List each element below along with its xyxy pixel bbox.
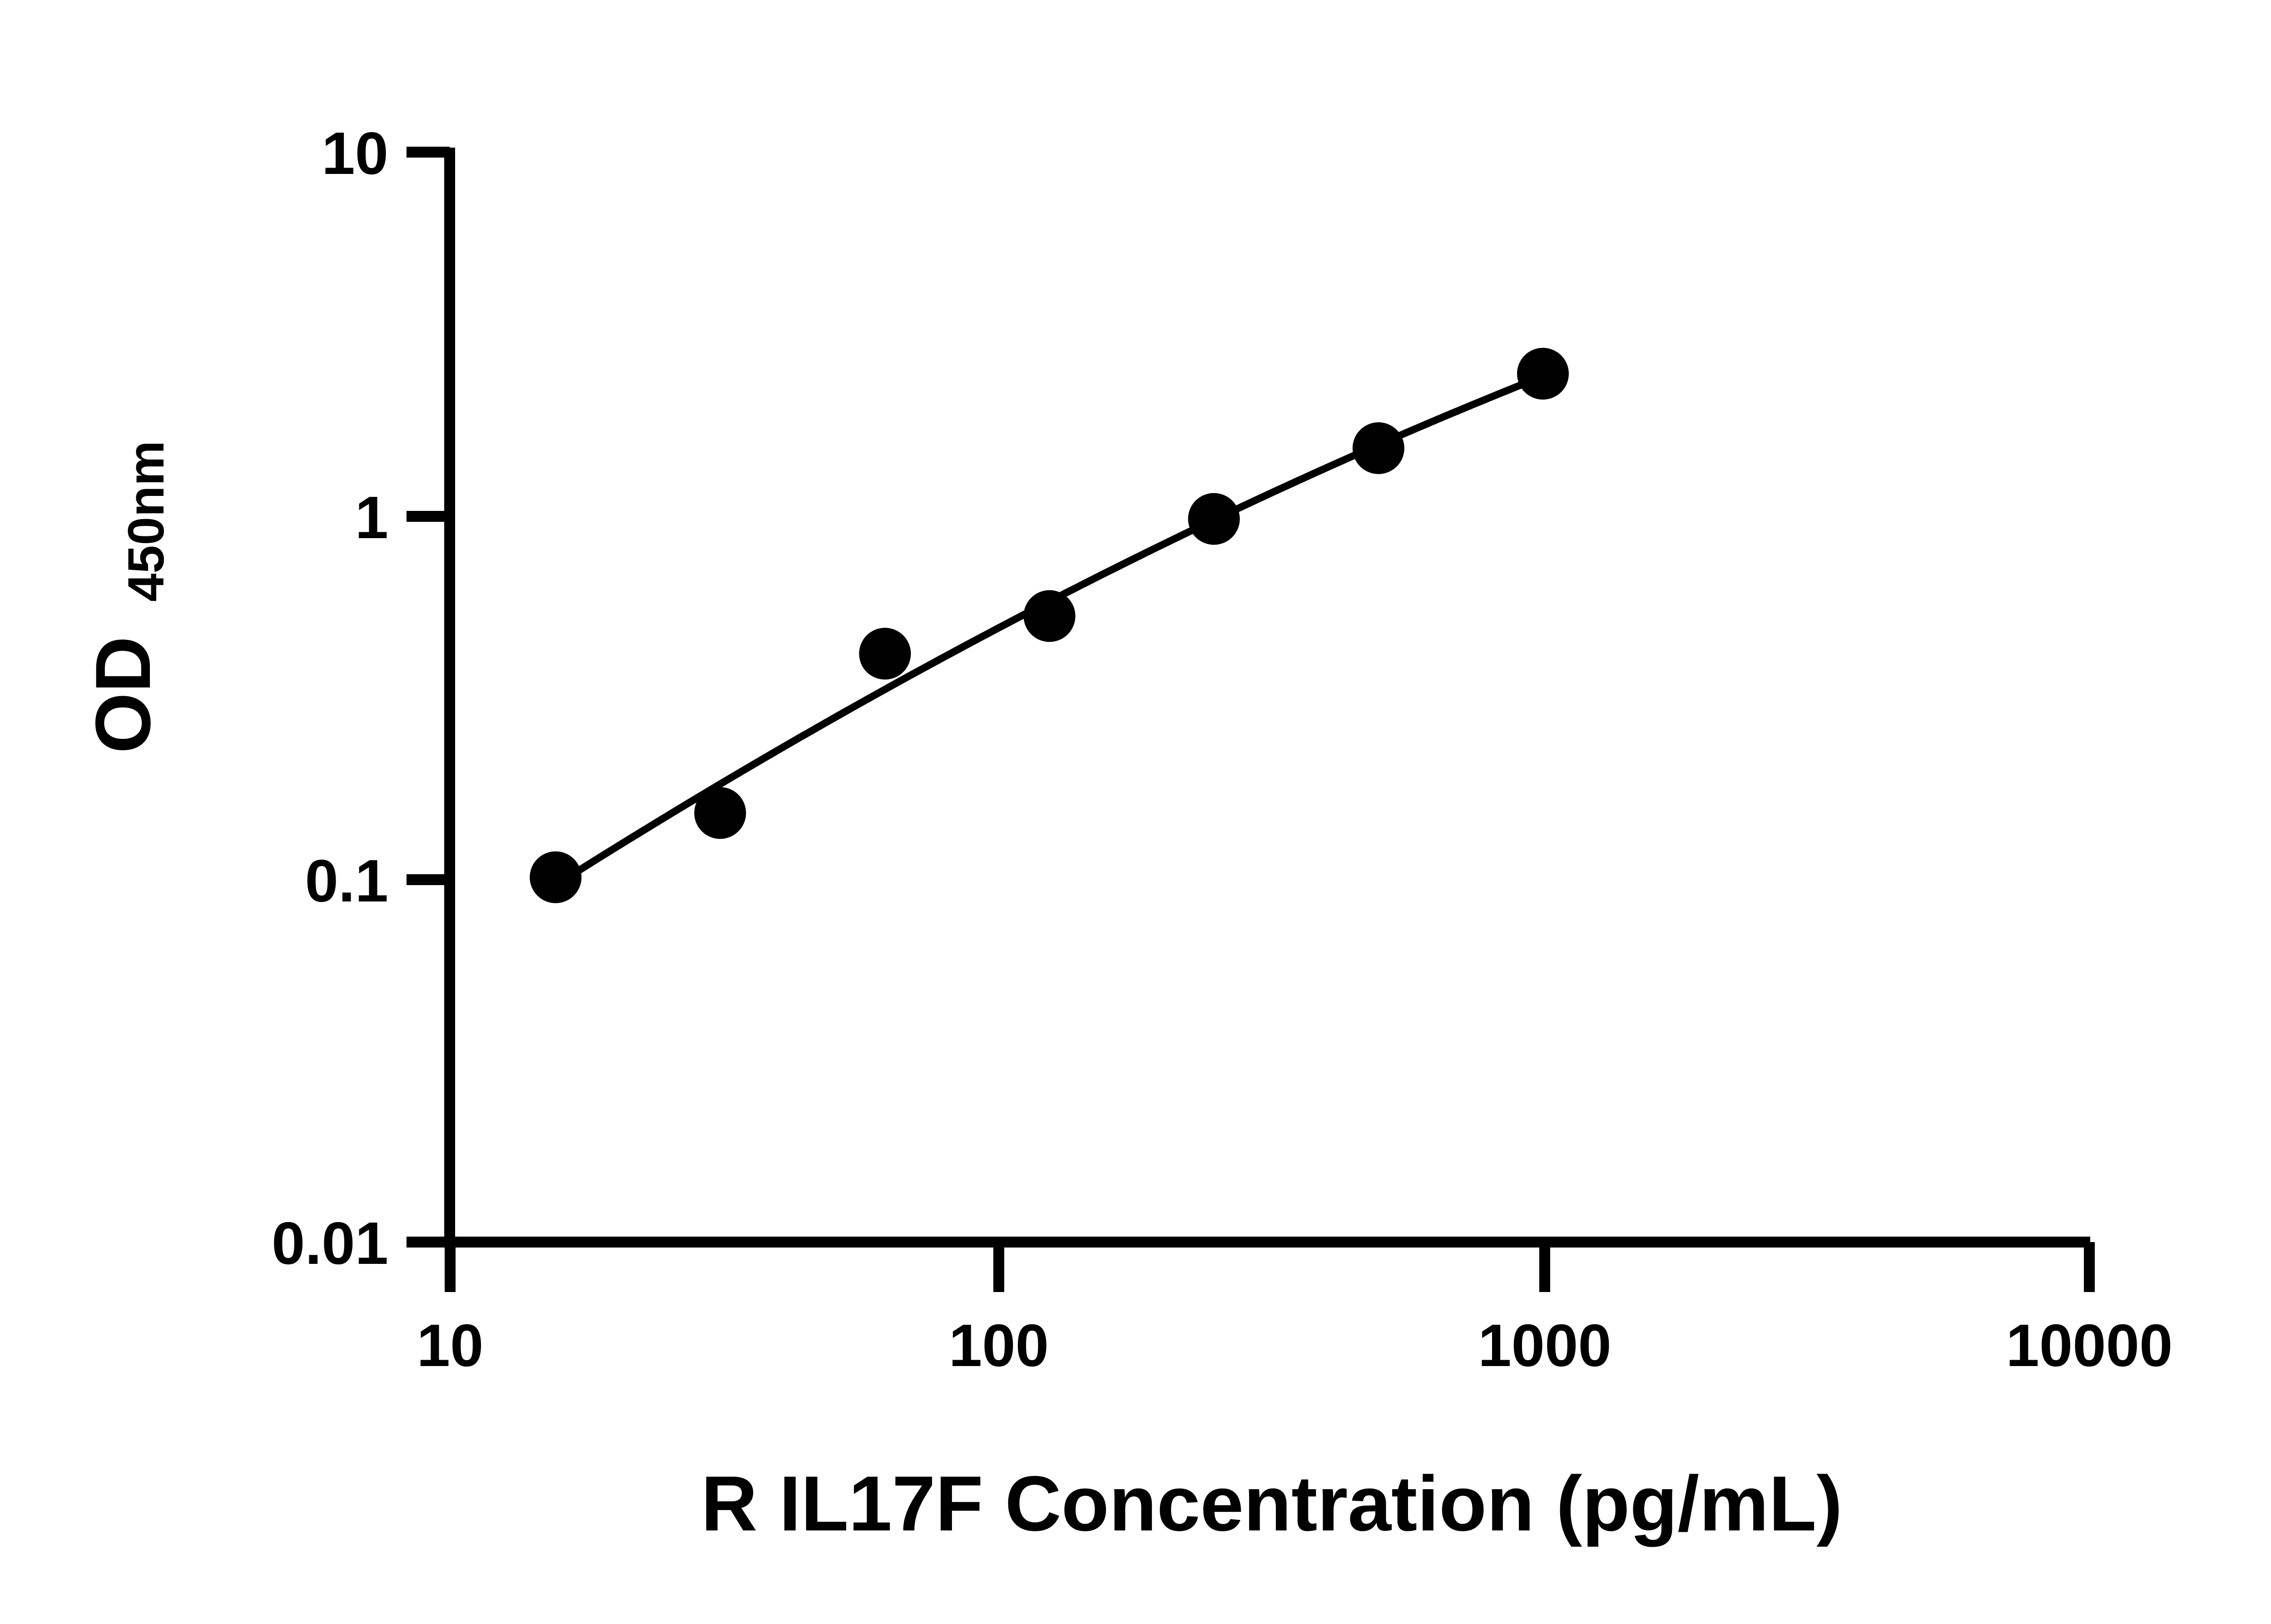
y-axis-tick-labels: 10 1 0.1 0.01 — [272, 120, 388, 1277]
x-tick-label-10000: 10000 — [2006, 1312, 2172, 1379]
data-point-marker — [1023, 590, 1076, 642]
y-tick-label-0-1: 0.1 — [305, 847, 389, 914]
data-point-marker — [694, 787, 746, 839]
x-tick-label-10: 10 — [417, 1312, 484, 1379]
y-tick-label-0-01: 0.01 — [272, 1210, 388, 1277]
x-tick-label-100: 100 — [949, 1312, 1049, 1379]
data-point-marker — [530, 851, 582, 903]
y-tick-label-10: 10 — [322, 120, 388, 187]
data-point-markers — [530, 347, 1569, 903]
x-tick-label-1000: 1000 — [1478, 1312, 1612, 1379]
data-point-marker — [1188, 493, 1240, 545]
axis-lines — [444, 148, 2090, 1248]
data-point-marker — [859, 628, 911, 680]
y-axis-title-subscript: 450nm — [118, 441, 174, 602]
data-series-group — [530, 347, 1569, 903]
x-axis-tick-labels: 10 100 1000 10000 — [417, 1312, 2173, 1379]
data-point-marker — [1517, 347, 1569, 400]
data-point-marker — [1352, 422, 1404, 474]
x-axis-title: R IL17F Concentration (pg/mL) — [701, 1460, 1842, 1547]
x-axis-ticks — [445, 1242, 2095, 1292]
y-axis-title: OD 450nm — [79, 441, 174, 753]
y-tick-label-1: 1 — [355, 484, 388, 551]
y-axis-ticks — [407, 147, 450, 1248]
y-axis-title-main: OD — [79, 636, 167, 753]
